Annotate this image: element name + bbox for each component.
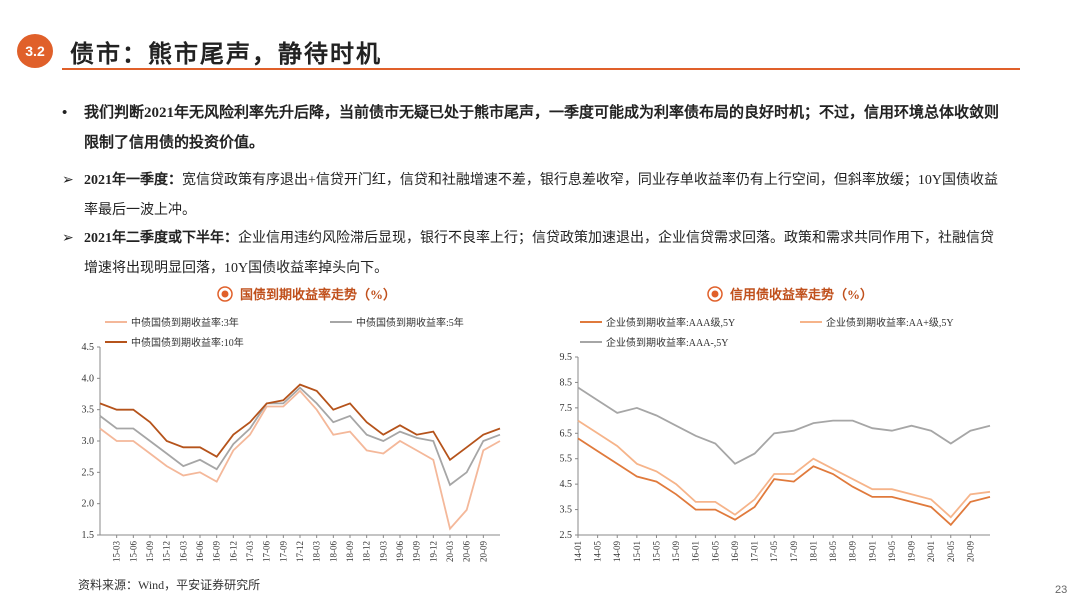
- title-icon: [707, 286, 723, 302]
- x-tick-label: 17-06: [262, 541, 272, 562]
- x-tick-label: 18-01: [808, 541, 818, 562]
- bullet-label: 2021年一季度：: [84, 173, 182, 188]
- x-tick-label: 19-09: [907, 541, 917, 562]
- x-tick-label: 20-09: [965, 541, 975, 562]
- bullet: ➢ 2021年二季度或下半年：企业信用违约风险滞后显现，银行不良率上行；信贷政策加…: [62, 224, 1002, 284]
- bullet: • 我们判断2021年无风险利率先升后降，当前债市无疑已处于熊市尾声，一季度可能成…: [62, 98, 1002, 158]
- legend-label: 中债国债到期收益率:5年: [356, 316, 464, 329]
- series-line: [99, 383, 501, 462]
- bullet-marker: ➢: [62, 173, 74, 188]
- legend-label: 企业债到期收益率:AAA级,5Y: [606, 316, 735, 329]
- y-tick-label: 1.5: [82, 530, 95, 541]
- y-tick-label: 9.5: [560, 352, 573, 363]
- x-tick-label: 14-09: [612, 541, 622, 562]
- page-number: 23: [1055, 584, 1068, 596]
- series-line: [99, 389, 501, 531]
- legend-label: 中债国债到期收益率:3年: [131, 316, 239, 329]
- y-tick-label: 5.5: [560, 454, 573, 465]
- y-tick-label: 3.5: [560, 505, 573, 516]
- x-tick-label: 17-09: [789, 541, 799, 562]
- y-tick-label: 3.0: [82, 436, 95, 447]
- x-tick-label: 18-05: [828, 541, 838, 562]
- x-tick-label: 15-01: [632, 541, 642, 562]
- legend-label: 中债国债到期收益率:10年: [131, 336, 244, 349]
- y-tick-label: 2.0: [82, 499, 95, 510]
- x-tick-label: 15-05: [651, 541, 661, 562]
- series-line: [577, 419, 991, 519]
- x-tick-label: 18-12: [362, 541, 372, 562]
- y-tick-label: 8.5: [560, 377, 573, 388]
- x-tick-label: 20-09: [478, 541, 488, 562]
- bullet-body: 2021年一季度：宽信贷政策有序退出+信贷开门红，信贷和社融增速不差，银行息差收…: [84, 166, 1002, 226]
- slide-title: 债市：熊市尾声，静待时机: [70, 42, 382, 68]
- x-tick-label: 16-05: [710, 541, 720, 562]
- x-tick-label: 14-05: [593, 541, 603, 562]
- x-tick-label: 16-06: [195, 541, 205, 562]
- x-tick-label: 16-12: [228, 541, 238, 562]
- bullet: ➢ 2021年一季度：宽信贷政策有序退出+信贷开门红，信贷和社融增速不差，银行息差…: [62, 166, 1002, 226]
- x-tick-label: 18-06: [328, 541, 338, 562]
- x-tick-label: 16-01: [691, 541, 701, 562]
- legend-label: 企业债到期收益率:AAA-,5Y: [606, 336, 729, 349]
- title-icon-dot: [221, 290, 229, 298]
- x-tick-label: 15-09: [671, 541, 681, 562]
- x-tick-label: 20-01: [926, 541, 936, 562]
- y-tick-label: 4.0: [82, 373, 95, 384]
- y-tick-label: 6.5: [560, 428, 573, 439]
- y-tick-label: 2.5: [82, 467, 95, 478]
- x-tick-label: 19-12: [428, 541, 438, 562]
- x-tick-label: 17-12: [295, 541, 305, 562]
- bullet-marker: ➢: [62, 231, 74, 246]
- x-tick-label: 15-12: [162, 541, 172, 562]
- x-tick-label: 17-05: [769, 541, 779, 562]
- x-tick-label: 15-06: [128, 541, 138, 562]
- x-tick-label: 18-09: [848, 541, 858, 562]
- bullet-text: 我们判断2021年无风险利率先升后降，当前债市无疑已处于熊市尾声，一季度可能成为…: [84, 105, 1000, 151]
- y-tick-label: 7.5: [560, 403, 573, 414]
- title-icon-dot: [711, 290, 719, 298]
- bullet-body: 2021年二季度或下半年：企业信用违约风险滞后显现，银行不良率上行；信贷政策加速…: [84, 224, 1002, 284]
- x-tick-label: 16-09: [212, 541, 222, 562]
- x-tick-label: 17-03: [245, 541, 255, 562]
- bullet-text: 企业信用违约风险滞后显现，银行不良率上行；信贷政策加速退出，企业信贷需求回落。政…: [84, 231, 994, 276]
- x-tick-label: 16-09: [730, 541, 740, 562]
- series-line: [577, 437, 991, 527]
- bullet-marker: •: [62, 105, 68, 121]
- bullet-label: 2021年二季度或下半年：: [84, 231, 238, 246]
- x-tick-label: 19-03: [378, 541, 388, 562]
- x-tick-label: 19-05: [887, 541, 897, 562]
- x-tick-label: 19-06: [395, 541, 405, 562]
- x-tick-label: 19-01: [867, 541, 877, 562]
- chart-title: 信用债收益率走势（%）: [730, 287, 873, 302]
- y-tick-label: 3.5: [82, 405, 95, 416]
- x-tick-label: 17-01: [750, 541, 760, 562]
- series-line: [99, 386, 501, 487]
- title-icon: [217, 286, 233, 302]
- x-tick-label: 16-03: [178, 541, 188, 562]
- series-line: [577, 386, 991, 465]
- x-tick-label: 20-03: [445, 541, 455, 562]
- legend-label: 企业债到期收益率:AA+级,5Y: [826, 316, 954, 329]
- source-note: 资料来源：Wind，平安证券研究所: [78, 578, 261, 592]
- bullet-text: 宽信贷政策有序退出+信贷开门红，信贷和社融增速不差，银行息差收窄，同业存单收益率…: [84, 173, 999, 218]
- title-rule: [62, 68, 1020, 70]
- x-tick-label: 15-03: [112, 541, 122, 562]
- x-tick-label: 14-01: [573, 541, 583, 562]
- y-tick-label: 2.5: [560, 530, 573, 541]
- x-tick-label: 17-09: [278, 541, 288, 562]
- x-tick-label: 20-06: [462, 541, 472, 562]
- x-tick-label: 18-09: [345, 541, 355, 562]
- x-tick-label: 20-05: [946, 541, 956, 562]
- x-tick-label: 19-09: [412, 541, 422, 562]
- y-tick-label: 4.5: [82, 342, 95, 353]
- x-tick-label: 15-09: [145, 541, 155, 562]
- chart-title: 国债到期收益率走势（%）: [240, 287, 396, 302]
- y-tick-label: 4.5: [560, 479, 573, 490]
- section-badge: 3.2: [17, 34, 53, 68]
- x-tick-label: 18-03: [312, 541, 322, 562]
